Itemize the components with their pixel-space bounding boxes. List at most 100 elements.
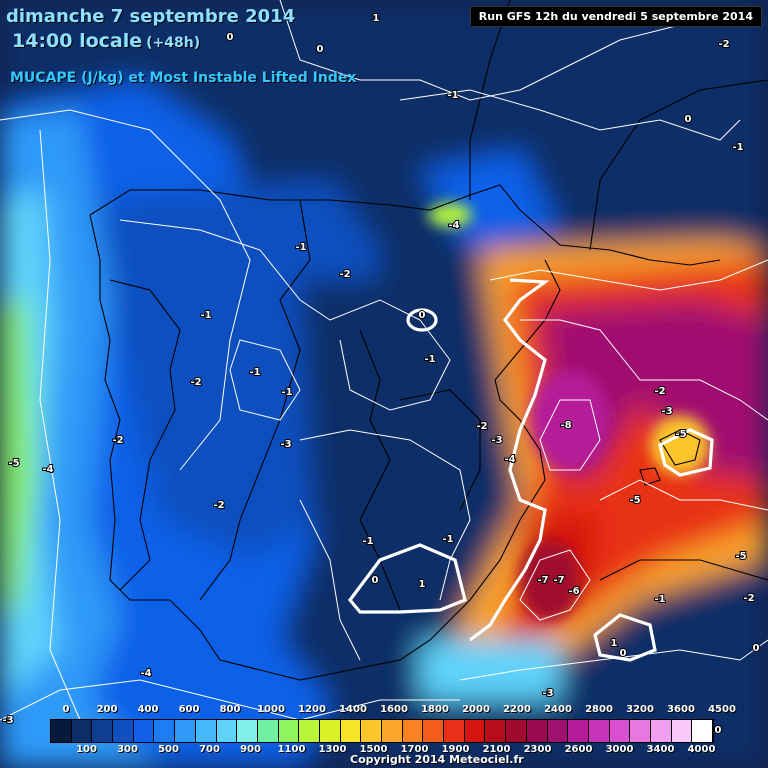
copyright-text: Copyright 2014 Meteociel.fr xyxy=(350,753,524,766)
legend-label: 1700 xyxy=(400,744,429,755)
legend-bottom-labels: 100 300 500 700 900 1100 1300 1500 1700 1900 2100 2… xyxy=(50,744,715,758)
legend-swatch xyxy=(113,720,134,742)
legend-label: 2100 xyxy=(482,744,511,755)
li-label: -1 xyxy=(447,90,458,101)
legend-label: 3200 xyxy=(626,704,654,715)
legend-label: 2200 xyxy=(503,704,531,715)
li-label: -1 xyxy=(200,310,211,321)
li-label: -1 xyxy=(442,534,453,545)
li-label: -2 xyxy=(654,386,665,397)
legend-label: 200 xyxy=(96,704,118,715)
li-label: -3 xyxy=(280,439,291,450)
legend-swatch xyxy=(278,720,300,742)
legend-swatch xyxy=(92,720,114,742)
legend-label: 2600 xyxy=(564,744,593,755)
li-label: -2 xyxy=(476,421,487,432)
legend-label: 500 xyxy=(158,744,179,755)
legend-swatch xyxy=(382,720,403,742)
legend-swatch xyxy=(464,720,486,742)
li-label: 0 xyxy=(685,114,692,125)
legend-label: 600 xyxy=(178,704,200,715)
li-label: -2 xyxy=(339,269,350,280)
li-label: 0 xyxy=(372,575,379,586)
legend-swatch xyxy=(216,720,238,742)
li-label: -2 xyxy=(743,593,754,604)
legend-swatch xyxy=(299,720,320,742)
legend-swatch xyxy=(319,720,341,742)
legend-label: 1400 xyxy=(339,704,367,715)
li-label: -3 xyxy=(491,435,502,446)
legend-label: 2400 xyxy=(544,704,572,715)
legend-swatch xyxy=(609,720,631,742)
li-label: -1 xyxy=(281,387,292,398)
color-legend-bar xyxy=(50,719,714,743)
legend-swatch xyxy=(692,720,713,742)
legend-swatch xyxy=(568,720,589,742)
li-label: -4 xyxy=(448,220,459,231)
legend-swatch xyxy=(423,720,445,742)
legend-label: 4500 xyxy=(708,704,736,715)
legend-swatch xyxy=(237,720,258,742)
legend-label: 300 xyxy=(117,744,138,755)
legend-label: 1900 xyxy=(441,744,470,755)
lead-time: (+48h) xyxy=(146,35,201,51)
run-info-box: Run GFS 12h du vendredi 5 septembre 2014 xyxy=(469,6,762,27)
legend-label: 3000 xyxy=(605,744,634,755)
li-label: -5 xyxy=(629,495,640,506)
legend-swatch xyxy=(547,720,569,742)
legend-label: 1200 xyxy=(298,704,326,715)
li-label: 0 xyxy=(715,725,722,736)
legend-swatch xyxy=(671,720,693,742)
li-label: 0 xyxy=(317,44,324,55)
li-label: -2 xyxy=(213,500,224,511)
legend-top-labels: 0 200 400 600 800 1000 1200 1400 1600 1800 2000 220… xyxy=(50,704,736,718)
legend-label: 700 xyxy=(199,744,220,755)
li-label: -4 xyxy=(140,668,151,679)
legend-swatch xyxy=(444,720,465,742)
legend-swatch xyxy=(71,720,93,742)
legend-label: 2300 xyxy=(523,744,552,755)
legend-label: 0 xyxy=(62,704,70,715)
legend-label: 1000 xyxy=(257,704,285,715)
legend-swatch xyxy=(340,720,362,742)
li-label: -2 xyxy=(112,435,123,446)
legend-swatch xyxy=(361,720,382,742)
legend-swatch xyxy=(402,720,424,742)
map-time-title: 14:00 locale (+48h) xyxy=(12,30,200,52)
li-label: 0 xyxy=(620,648,627,659)
legend-swatch xyxy=(133,720,155,742)
li-label: -1 xyxy=(732,142,743,153)
li-label: -1 xyxy=(295,242,306,253)
li-label: -5 xyxy=(675,429,686,440)
parameter-title: MUCAPE (J/kg) et Most Instable Lifted In… xyxy=(10,70,357,86)
li-label: -1 xyxy=(424,354,435,365)
li-label: -3 xyxy=(542,688,553,699)
li-label: 0 xyxy=(419,310,426,321)
legend-swatch xyxy=(485,720,507,742)
legend-label: 400 xyxy=(137,704,159,715)
li-label: -2 xyxy=(718,39,729,50)
legend-label: 1500 xyxy=(359,744,388,755)
li-label: 1 xyxy=(373,13,380,24)
country-borders xyxy=(89,0,768,681)
li-label: -5 xyxy=(735,551,746,562)
li-label: -3 xyxy=(2,715,13,726)
li-contours xyxy=(0,0,768,721)
legend-swatch xyxy=(526,720,548,742)
li-label: 0 xyxy=(227,32,234,43)
li-label: -1 xyxy=(362,536,373,547)
li-label: -7 xyxy=(537,575,548,586)
li-label: 1 xyxy=(419,579,426,590)
legend-swatch xyxy=(175,720,196,742)
li-label: -8 xyxy=(560,420,571,431)
legend-swatch xyxy=(630,720,651,742)
li-label: -4 xyxy=(504,454,515,465)
local-time: 14:00 locale xyxy=(12,30,143,52)
li-label: -1 xyxy=(249,367,260,378)
legend-label: 3400 xyxy=(646,744,675,755)
legend-label: 1100 xyxy=(277,744,306,755)
legend-swatch xyxy=(650,720,672,742)
li-label: -6 xyxy=(568,586,579,597)
